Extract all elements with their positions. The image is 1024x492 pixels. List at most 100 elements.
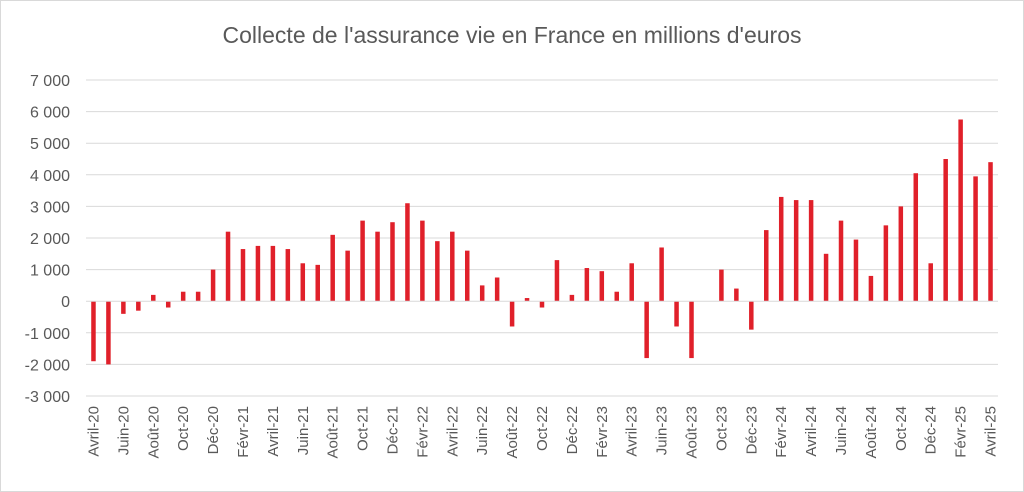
chart-title: Collecte de l'assurance vie en France en… [222,22,802,48]
bar [270,245,276,302]
bar [360,220,365,302]
bar [405,203,410,302]
x-tick-label: Avril-25 [983,406,1000,457]
bar [151,294,156,302]
x-tick-label: Août-21 [325,406,342,459]
y-tick-label: 3 000 [30,199,70,216]
x-tick-label: Oct-20 [175,406,192,451]
x-tick-label: Avril-23 [624,406,641,457]
bar [554,260,560,302]
bar [165,301,171,308]
bar [958,119,963,302]
x-tick-label: Août-24 [863,406,880,459]
y-tick-label: -3 000 [25,389,70,406]
bar [808,200,814,302]
bar [883,225,889,302]
bar [793,200,799,302]
bar [943,159,948,302]
bar [375,231,380,302]
y-tick-label: 0 [61,294,70,311]
x-tick-labels: Avril-20 Juin-20 Août-20 Oct-20 Déc-20 Févr-2… [85,406,999,459]
bar [988,162,993,302]
y-tick-label: -1 000 [25,326,70,343]
bar [749,301,754,330]
x-tick-label: Juin-21 [295,406,312,455]
y-tick-label: 2 000 [30,231,70,248]
x-tick-label: Août-22 [504,406,521,459]
bar [121,301,126,314]
bar [91,301,96,362]
y-tick-labels: 7 000 6 000 5 000 4 000 3 000 2 000 1 000 0 -1 0… [25,73,70,406]
bar [853,239,859,302]
x-tick-label: Juin-24 [833,406,850,455]
bar [614,291,620,302]
x-tick-label: Août-23 [684,406,701,459]
bar [898,206,904,302]
bar [225,231,231,302]
x-tick-label: Avril-21 [265,406,282,457]
bar [450,231,455,302]
x-tick-label: Déc-20 [205,406,222,454]
bar [524,298,530,302]
x-tick-label: Févr-25 [953,406,970,458]
x-tick-label: Févr-23 [594,406,611,458]
y-tick-label: 4 000 [30,168,70,185]
x-tick-label: Févr-22 [414,406,431,458]
bar [569,294,575,302]
x-tick-label: Oct-24 [893,406,910,451]
bar [106,301,111,365]
x-tick-label: Avril-24 [803,406,820,457]
bar [285,249,291,302]
bar [674,301,679,327]
bar [180,291,186,302]
bar [464,250,470,302]
bar [659,247,664,302]
x-tick-label: Juin-23 [654,406,671,455]
bar [345,250,350,302]
bar [300,263,306,302]
x-tick-label: Févr-21 [235,406,252,458]
x-tick-label: Avril-22 [444,406,461,457]
y-tick-label: 6 000 [30,105,70,122]
bar [719,269,724,302]
bar [435,241,440,302]
bar [644,301,649,359]
x-tick-label: Déc-22 [564,406,581,454]
bar [210,269,216,302]
bar [509,301,515,327]
x-tick-label: Août-20 [145,406,162,459]
x-tick-label: Déc-21 [384,406,401,454]
bar [584,268,590,302]
x-tick-label: Juin-20 [115,406,132,455]
x-tick-label: Oct-22 [534,406,551,451]
bar [928,263,933,302]
y-tick-label: -2 000 [25,357,70,374]
bar [390,222,395,302]
bar [823,253,829,302]
bar [973,176,978,302]
x-tick-label: Avril-20 [85,406,102,457]
x-tick-label: Déc-24 [923,406,940,454]
bar [734,288,739,302]
y-tick-label: 7 000 [30,73,70,90]
bar [599,271,605,302]
y-tick-label: 1 000 [30,263,70,280]
bar [764,230,769,302]
gridlines [86,79,998,397]
x-tick-label: Déc-23 [743,406,760,454]
bar [868,275,874,302]
x-tick-label: Févr-24 [773,406,790,458]
x-tick-label: Oct-21 [355,406,372,451]
bar [479,285,485,302]
bar [838,220,844,302]
x-tick-label: Oct-23 [713,406,730,451]
bar [539,301,545,308]
bar [136,301,141,311]
bar [195,291,201,302]
bar [494,277,500,302]
bar [420,220,425,302]
y-tick-label: 5 000 [30,136,70,153]
bar [689,301,694,359]
